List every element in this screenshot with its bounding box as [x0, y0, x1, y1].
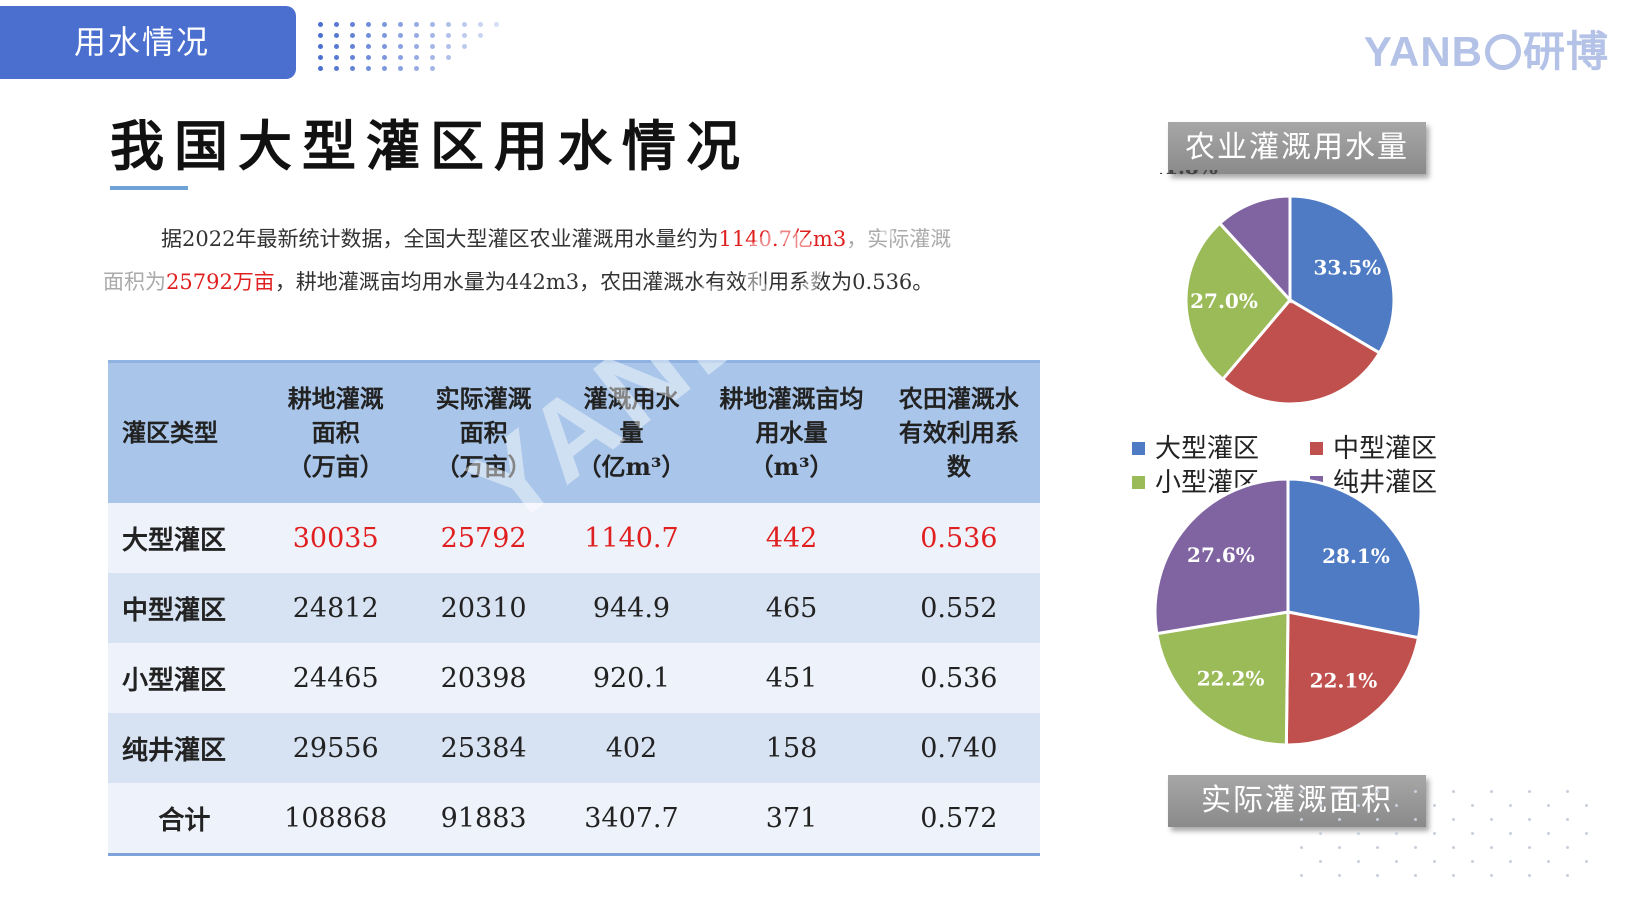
globe-icon: [1484, 34, 1521, 70]
table-cell: 0.536: [877, 643, 1040, 713]
table-cell: 合计: [108, 783, 262, 856]
pie-chart-water-use: 33.5% 27.0% 11.8%: [1160, 170, 1396, 406]
brand-suffix: 研博: [1522, 28, 1609, 75]
table-row: 中型灌区 24812 20310 944.9 465 0.552: [108, 573, 1040, 643]
pie-slice-1: [1220, 298, 1382, 406]
table-cell: 158: [705, 713, 878, 783]
table-cell: 371: [705, 783, 878, 856]
table-cell: 中型灌区: [108, 573, 262, 643]
pie-slice-label-1: 22.1%: [1310, 668, 1378, 692]
pie2-title: 实际灌溉面积: [1168, 775, 1426, 827]
table-cell: 大型灌区: [108, 503, 262, 573]
pie1-title: 农业灌溉用水量: [1168, 122, 1426, 174]
pie-slice-3: [1153, 477, 1290, 636]
pie-slice-label-3: 27.6%: [1187, 543, 1255, 567]
table-cell: 0.740: [877, 713, 1040, 783]
table-cell: 108868: [261, 783, 410, 856]
intro-text-1: 据2022年最新统计数据，全国大型灌区农业灌溉用水量约为: [161, 227, 719, 251]
table-cell: 30035: [261, 503, 410, 573]
table-cell: 20310: [409, 573, 558, 643]
intro-paragraph: 据2022年最新统计数据，全国大型灌区农业灌溉用水量约为1140.7亿m3，实际…: [103, 218, 967, 304]
legend-item: 中型灌区: [1310, 428, 1437, 465]
table-cell: 25792: [409, 503, 558, 573]
table-cell: 25384: [409, 713, 558, 783]
pie-slice-label-3: 11.8%: [1160, 170, 1218, 179]
title-underline: [110, 186, 188, 190]
col-header-3: 灌溉用水量（亿m³）: [557, 360, 706, 503]
pie-slice-0: [1286, 477, 1423, 640]
table-total-row: 合计 108868 91883 3407.7 371 0.572: [108, 783, 1040, 856]
table-cell: 纯井灌区: [108, 713, 262, 783]
pie-chart-irrigated-area: 28.1% 22.1% 22.2% 27.6%: [1153, 477, 1423, 747]
pie-slice-1: [1284, 610, 1421, 747]
legend-swatch: [1132, 442, 1145, 455]
col-header-0: 灌区类型: [108, 360, 262, 503]
intro-value-area: 25792万亩: [166, 270, 275, 294]
legend-swatch: [1132, 476, 1145, 489]
table-cell: 小型灌区: [108, 643, 262, 713]
table-row: 纯井灌区 29556 25384 402 158 0.740: [108, 713, 1040, 783]
table-cell: 442: [705, 503, 878, 573]
legend-item: 大型灌区: [1132, 428, 1259, 465]
page-title: 我国大型灌区用水情况: [110, 114, 750, 178]
table-row: 大型灌区 30035 25792 1140.7 442 0.536: [108, 503, 1040, 573]
intro-text-3: ，耕地灌溉亩均用水量为442m3，农田灌溉水有效利用系数为0.536。: [274, 270, 934, 294]
pie-slice-label-0: 33.5%: [1313, 255, 1381, 279]
table-cell: 465: [705, 573, 878, 643]
table-cell: 3407.7: [557, 783, 706, 856]
table-cell: 451: [705, 643, 878, 713]
pie-slice-2: [1184, 221, 1292, 382]
table-cell: 944.9: [557, 573, 706, 643]
legend-swatch: [1310, 442, 1323, 455]
pie-slice-label-0: 28.1%: [1322, 544, 1390, 568]
intro-value-water: 1140.7亿m3: [718, 227, 847, 251]
irrigation-table: 灌区类型 耕地灌溉 面积 （万亩） 实际灌溉 面积 （万亩） 灌溉用水量（亿m³） 耕地…: [108, 360, 1040, 856]
brand-logo: YANB 研博: [1364, 18, 1609, 79]
col-header-1: 耕地灌溉 面积 （万亩）: [261, 360, 410, 503]
intro-text-2: ，实际灌溉面积为: [103, 227, 952, 294]
col-header-5: 农田灌溉水 有效利用系数: [877, 360, 1040, 503]
table-cell: 920.1: [557, 643, 706, 713]
table-cell: 91883: [409, 783, 558, 856]
pie-slice-label-2: 22.2%: [1197, 667, 1265, 691]
table-cell: 402: [557, 713, 706, 783]
table-cell: 1140.7: [557, 503, 706, 573]
pie-slice-3: [1217, 194, 1292, 304]
table-cell: 20398: [409, 643, 558, 713]
pie-slice-2: [1155, 610, 1290, 747]
table-cell: 0.552: [877, 573, 1040, 643]
table-cell: 24812: [261, 573, 410, 643]
brand-text: YANB: [1363, 28, 1483, 75]
table-cell: 0.572: [877, 783, 1040, 856]
table-header-row: 灌区类型 耕地灌溉 面积 （万亩） 实际灌溉 面积 （万亩） 灌溉用水量（亿m³） 耕地…: [108, 360, 1040, 503]
table-row: 小型灌区 24465 20398 920.1 451 0.536: [108, 643, 1040, 713]
col-header-4: 耕地灌溉亩均 用水量 （m³）: [705, 360, 878, 503]
pie-slice-label-2: 27.0%: [1190, 289, 1258, 313]
section-tab: 用水情况: [0, 6, 296, 79]
table-cell: 29556: [261, 713, 410, 783]
table-cell: 0.536: [877, 503, 1040, 573]
table-cell: 24465: [261, 643, 410, 713]
col-header-2: 实际灌溉 面积 （万亩）: [409, 360, 558, 503]
